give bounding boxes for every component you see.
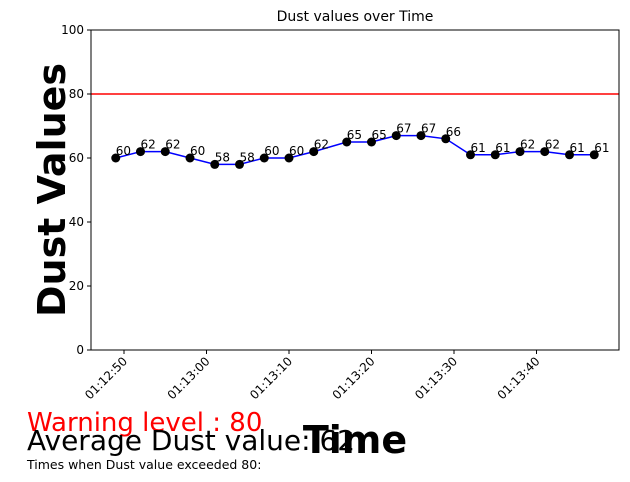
data-label: 60	[190, 144, 205, 158]
data-label: 60	[289, 144, 304, 158]
data-label: 60	[116, 144, 131, 158]
data-point	[111, 153, 121, 163]
data-point	[490, 150, 500, 160]
data-point	[160, 147, 170, 157]
y-tick-label: 20	[69, 279, 84, 293]
x-tick-label: 01:13:10	[247, 354, 295, 402]
data-label: 62	[141, 138, 156, 152]
data-point	[185, 153, 195, 163]
data-point	[441, 134, 451, 144]
data-label: 58	[215, 150, 230, 164]
x-tick-label: 01:13:30	[412, 354, 460, 402]
x-axis-label: Time	[303, 418, 407, 462]
x-tick-label: 01:13:00	[165, 354, 213, 402]
data-label: 61	[471, 141, 486, 155]
data-point	[309, 147, 319, 157]
data-point	[416, 131, 426, 141]
data-point	[540, 147, 550, 157]
data-point	[342, 137, 352, 147]
data-point	[259, 153, 269, 163]
data-point	[589, 150, 599, 160]
data-label: 61	[570, 141, 585, 155]
data-point	[515, 147, 525, 157]
x-tick-label: 01:13:20	[330, 354, 378, 402]
y-axis-label: Dust Values	[30, 63, 74, 317]
data-label: 62	[545, 138, 560, 152]
data-label: 67	[396, 122, 411, 136]
data-label: 58	[240, 150, 255, 164]
data-label: 62	[314, 138, 329, 152]
data-point	[136, 147, 145, 157]
exceeded-times-text: Times when Dust value exceeded 80:	[27, 457, 262, 472]
data-label: 65	[372, 128, 387, 142]
chart-title: Dust values over Time	[277, 9, 434, 25]
data-label: 61	[594, 141, 609, 155]
data-label: 65	[347, 128, 362, 142]
data-label: 61	[495, 141, 510, 155]
y-tick-label: 0	[76, 343, 84, 357]
data-point	[210, 159, 220, 169]
data-label: 66	[446, 125, 461, 139]
data-point	[235, 159, 244, 169]
data-point	[367, 137, 376, 147]
data-point	[284, 153, 294, 163]
y-tick-label: 80	[69, 87, 84, 101]
x-tick-label: 01:12:50	[82, 354, 130, 402]
x-tick-label: 01:13:40	[495, 354, 543, 402]
plot-area-frame	[90, 29, 620, 351]
average-value-text: Average Dust value: 62	[27, 424, 356, 457]
data-point	[565, 150, 574, 160]
warning-level-text: Warning level : 80	[27, 408, 263, 438]
data-label: 67	[421, 122, 436, 136]
data-point	[391, 131, 401, 141]
data-label: 62	[165, 138, 180, 152]
y-tick-label: 60	[69, 151, 84, 165]
data-label: 60	[264, 144, 279, 158]
data-point	[466, 150, 475, 160]
y-tick-label: 100	[61, 23, 84, 37]
data-label: 62	[520, 138, 535, 152]
y-tick-label: 40	[69, 215, 84, 229]
